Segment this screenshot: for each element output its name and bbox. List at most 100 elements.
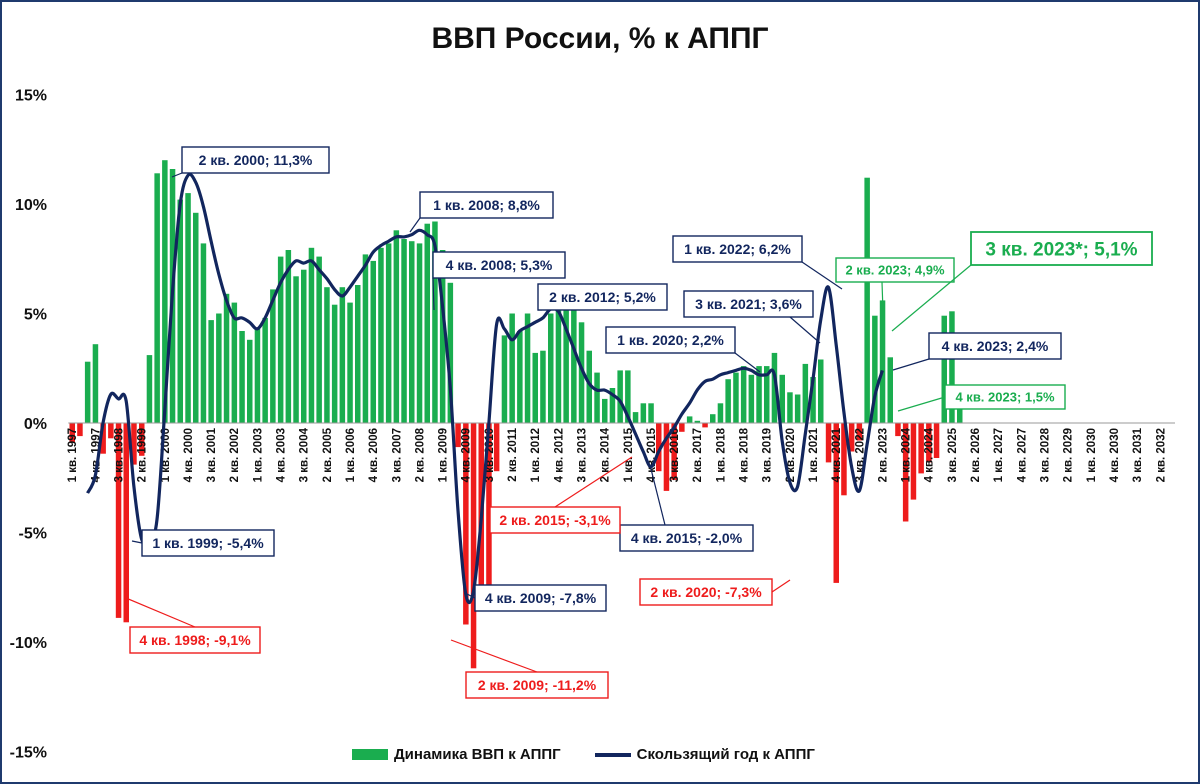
x-tick-label: 1 кв. 2021	[808, 427, 820, 482]
annotation-callout: 2 кв. 2015; -3,1%	[489, 456, 633, 534]
callout-label: 2 кв. 2020; -7,3%	[650, 584, 762, 600]
gdp-bar	[424, 223, 430, 423]
x-tick-label: 1 кв. 2027	[993, 428, 1005, 482]
callout-box	[129, 626, 261, 654]
gdp-bar	[548, 313, 554, 423]
gdp-bar	[841, 423, 847, 496]
x-tick-label: 1 кв. 1997	[67, 428, 79, 482]
callout-label: 4 кв. 1998; -9,1%	[139, 632, 251, 648]
gdp-bar	[131, 423, 137, 465]
gdp-bar	[239, 331, 245, 423]
callout-leader	[771, 579, 791, 593]
annotation-callout: 4 кв. 2009; -7,8%	[464, 584, 607, 612]
annotation-callout: 2 кв. 2012; 5,2%	[537, 283, 668, 311]
callout-label: 1 кв. 2020; 2,2%	[617, 332, 724, 348]
gdp-bar	[324, 287, 330, 423]
y-tick-label: -10%	[10, 635, 47, 652]
gdp-bar	[656, 423, 662, 472]
gdp-bar	[825, 423, 832, 463]
annotations: 2 кв. 2000; 11,3% 1 кв. 2008; 8,8% 4 кв. 2…	[125, 146, 1153, 699]
gdp-bar	[779, 374, 785, 423]
gdp-bar	[887, 357, 893, 423]
x-tick-label: 4 кв. 2012	[553, 428, 565, 482]
gdp-bar	[316, 256, 322, 423]
annotation-callout: 3 кв. 2021; 3,6%	[683, 290, 821, 344]
gdp-bar	[285, 250, 292, 423]
callout-label: 2 кв. 2023; 4,9%	[845, 263, 944, 278]
x-tick-label: 2 кв. 2017	[692, 428, 704, 482]
gdp-bar	[910, 423, 917, 500]
gdp-bar	[301, 269, 307, 423]
gdp-bar	[77, 423, 83, 437]
gdp-bar	[231, 302, 238, 423]
gdp-bar	[146, 355, 153, 423]
x-tick-label: 2 кв. 2032	[1155, 428, 1167, 482]
gdp-bar	[293, 276, 299, 423]
callout-label: 2 кв. 2009; -11,2%	[478, 677, 597, 693]
gdp-bar	[872, 315, 878, 423]
gdp-bar	[223, 293, 230, 423]
gdp-bar	[609, 388, 616, 423]
x-tick-label: 4 кв. 2018	[739, 427, 751, 482]
x-tick-label: 1 кв. 2018	[715, 427, 727, 482]
callout-leader	[125, 597, 196, 628]
gdp-bar	[879, 300, 886, 423]
callout-leader	[131, 540, 143, 544]
x-tick-label: 1 кв. 2015	[623, 427, 635, 482]
legend: Динамика ВВП к АППГ Скользящий год к АПП…	[352, 746, 815, 763]
gdp-bar	[578, 322, 585, 423]
y-tick-label: -15%	[10, 745, 47, 762]
gdp-bar	[941, 315, 947, 423]
gdp-bar	[532, 352, 538, 423]
annotation-callout: 1 кв. 2020; 2,2%	[605, 326, 761, 373]
y-tick-label: 5%	[24, 307, 47, 324]
annotation-callout: 4 кв. 2023; 1,5%	[897, 384, 1066, 412]
gdp-bar	[895, 423, 901, 437]
gdp-bar	[748, 374, 755, 423]
annotation-callout: 4 кв. 1998; -9,1%	[125, 597, 261, 654]
callout-leader	[892, 358, 930, 371]
callout-label: 2 кв. 2015; -3,1%	[499, 512, 611, 528]
gdp-bar	[339, 287, 346, 423]
x-tick-label: 2 кв. 2008	[414, 427, 426, 482]
callout-label: 4 кв. 2023; 2,4%	[942, 338, 1049, 354]
annotation-callout: 1 кв. 1999; -5,4%	[131, 529, 275, 557]
gdp-bar	[501, 335, 508, 423]
x-tick-label: 4 кв. 2027	[1016, 428, 1028, 482]
annotation-callout: 3 кв. 2023*; 5,1%	[891, 231, 1153, 332]
gdp-bar	[818, 359, 824, 423]
callout-box	[465, 671, 609, 699]
legend-label-bars: Динамика ВВП к АППГ	[394, 746, 561, 763]
x-tick-label: 1 кв. 2030	[1086, 428, 1098, 482]
callout-leader	[432, 277, 435, 311]
gdp-bar	[524, 313, 531, 423]
annotation-callout: 1 кв. 2022; 6,2%	[672, 235, 843, 290]
callout-label: 3 кв. 2023*; 5,1%	[985, 239, 1137, 260]
gdp-bar	[308, 247, 315, 423]
gdp-bar	[355, 285, 361, 423]
gdp-bar	[663, 423, 670, 491]
x-tick-label: 3 кв. 2025	[947, 427, 959, 482]
x-tick-label: 3 кв. 2031	[1132, 427, 1144, 482]
gdp-bar	[262, 317, 268, 423]
callout-leader	[450, 639, 538, 673]
gdp-bar	[740, 366, 747, 423]
gdp-bar	[123, 423, 129, 623]
gdp-bar	[216, 313, 222, 423]
gdp-bar	[139, 423, 145, 456]
gdp-bar	[555, 309, 562, 423]
annotation-callout: 4 кв. 2023; 2,4%	[892, 332, 1062, 371]
x-tick-label: 2 кв. 2026	[970, 428, 982, 482]
gdp-bar	[84, 361, 91, 423]
gdp-bar	[409, 241, 415, 423]
gdp-bar	[270, 289, 276, 423]
gdp-bar	[277, 256, 284, 423]
chart-title: ВВП России, % к АППГ	[431, 22, 769, 55]
x-tick-label: 1 кв. 2009	[438, 428, 450, 482]
callout-box	[432, 251, 566, 279]
x-tick-label: 4 кв. 2009	[461, 428, 473, 482]
callout-label: 1 кв. 2022; 6,2%	[684, 241, 791, 257]
callout-box	[639, 578, 773, 606]
annotation-callout: 4 кв. 2008; 5,3%	[432, 251, 566, 311]
annotation-callout: 1 кв. 2008; 8,8%	[409, 191, 554, 233]
